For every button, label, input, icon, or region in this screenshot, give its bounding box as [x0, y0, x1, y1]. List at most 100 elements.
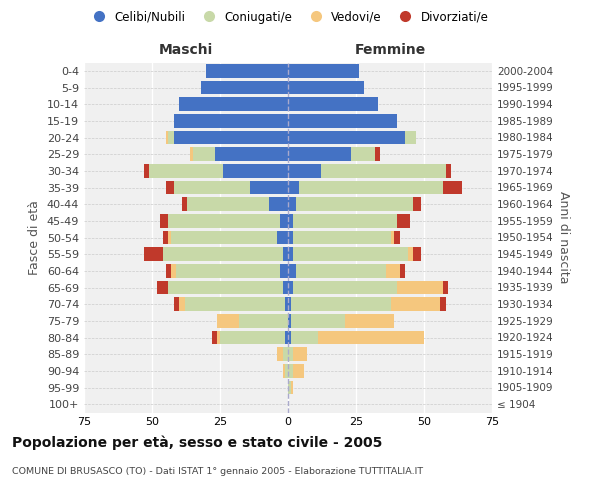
- Bar: [293, 364, 304, 378]
- Bar: [283, 280, 288, 294]
- Bar: [171, 230, 277, 244]
- Bar: [291, 314, 345, 328]
- Bar: [291, 330, 318, 344]
- Bar: [144, 248, 163, 261]
- Bar: [413, 198, 421, 211]
- Bar: [182, 198, 187, 211]
- Bar: [288, 298, 291, 311]
- Bar: [283, 348, 288, 361]
- Bar: [288, 198, 296, 211]
- Bar: [413, 248, 421, 261]
- Legend: Celibi/Nubili, Coniugati/e, Vedovi/e, Divorziati/e: Celibi/Nubili, Coniugati/e, Vedovi/e, Di…: [83, 6, 493, 28]
- Bar: [293, 348, 307, 361]
- Y-axis label: Fasce di età: Fasce di età: [28, 200, 41, 275]
- Bar: [288, 64, 359, 78]
- Bar: [291, 380, 293, 394]
- Bar: [288, 348, 293, 361]
- Text: Femmine: Femmine: [355, 44, 425, 58]
- Bar: [169, 214, 280, 228]
- Bar: [179, 98, 288, 111]
- Bar: [283, 364, 285, 378]
- Bar: [269, 198, 288, 211]
- Bar: [299, 180, 443, 194]
- Bar: [394, 230, 400, 244]
- Bar: [293, 248, 407, 261]
- Bar: [288, 180, 299, 194]
- Bar: [296, 264, 386, 278]
- Bar: [288, 164, 320, 177]
- Bar: [277, 348, 283, 361]
- Text: COMUNE DI BRUSASCO (TO) - Dati ISTAT 1° gennaio 2005 - Elaborazione TUTTITALIA.I: COMUNE DI BRUSASCO (TO) - Dati ISTAT 1° …: [12, 468, 423, 476]
- Bar: [169, 130, 174, 144]
- Bar: [283, 248, 288, 261]
- Bar: [293, 280, 397, 294]
- Bar: [163, 230, 169, 244]
- Bar: [405, 130, 416, 144]
- Bar: [166, 130, 169, 144]
- Bar: [179, 298, 185, 311]
- Bar: [446, 164, 451, 177]
- Bar: [166, 180, 174, 194]
- Bar: [187, 198, 269, 211]
- Bar: [223, 164, 288, 177]
- Bar: [285, 364, 288, 378]
- Bar: [291, 298, 391, 311]
- Bar: [375, 148, 380, 161]
- Bar: [296, 198, 413, 211]
- Bar: [443, 180, 462, 194]
- Bar: [443, 280, 448, 294]
- Bar: [285, 330, 288, 344]
- Bar: [174, 180, 250, 194]
- Bar: [217, 314, 239, 328]
- Bar: [318, 330, 424, 344]
- Bar: [144, 164, 149, 177]
- Bar: [212, 330, 217, 344]
- Bar: [166, 264, 171, 278]
- Bar: [288, 148, 350, 161]
- Bar: [163, 248, 283, 261]
- Bar: [157, 280, 169, 294]
- Bar: [280, 214, 288, 228]
- Bar: [174, 298, 179, 311]
- Bar: [160, 214, 169, 228]
- Bar: [397, 214, 410, 228]
- Bar: [190, 148, 193, 161]
- Bar: [320, 164, 446, 177]
- Bar: [288, 264, 296, 278]
- Bar: [288, 230, 293, 244]
- Bar: [288, 380, 291, 394]
- Bar: [386, 264, 400, 278]
- Bar: [397, 280, 443, 294]
- Text: Popolazione per età, sesso e stato civile - 2005: Popolazione per età, sesso e stato civil…: [12, 435, 382, 450]
- Bar: [350, 148, 375, 161]
- Bar: [288, 80, 364, 94]
- Bar: [217, 330, 220, 344]
- Bar: [169, 280, 283, 294]
- Bar: [288, 248, 293, 261]
- Bar: [169, 230, 171, 244]
- Bar: [220, 330, 285, 344]
- Bar: [277, 230, 288, 244]
- Bar: [288, 280, 293, 294]
- Bar: [280, 264, 288, 278]
- Bar: [239, 314, 288, 328]
- Text: Maschi: Maschi: [159, 44, 213, 58]
- Bar: [193, 148, 215, 161]
- Bar: [171, 264, 176, 278]
- Bar: [293, 214, 397, 228]
- Bar: [288, 330, 291, 344]
- Bar: [407, 248, 413, 261]
- Bar: [174, 130, 288, 144]
- Bar: [288, 214, 293, 228]
- Y-axis label: Anni di nascita: Anni di nascita: [557, 191, 570, 284]
- Bar: [149, 164, 223, 177]
- Bar: [391, 230, 394, 244]
- Bar: [288, 364, 293, 378]
- Bar: [250, 180, 288, 194]
- Bar: [185, 298, 285, 311]
- Bar: [288, 98, 378, 111]
- Bar: [345, 314, 394, 328]
- Bar: [391, 298, 440, 311]
- Bar: [176, 264, 280, 278]
- Bar: [288, 314, 291, 328]
